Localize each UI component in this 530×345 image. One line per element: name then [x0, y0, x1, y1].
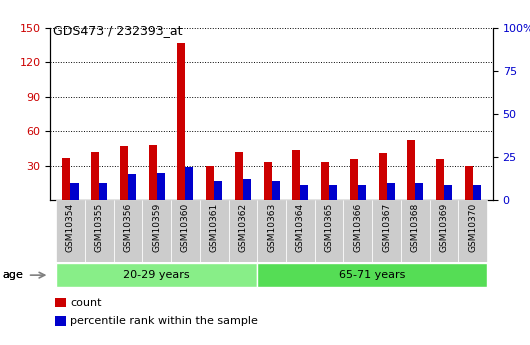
- Bar: [257, 200, 286, 262]
- Bar: [99, 183, 107, 200]
- Bar: [465, 166, 473, 200]
- Text: GSM10359: GSM10359: [152, 203, 161, 253]
- Bar: [128, 174, 136, 200]
- Bar: [301, 185, 308, 200]
- Text: percentile rank within the sample: percentile rank within the sample: [70, 316, 258, 326]
- Text: age: age: [3, 270, 23, 280]
- Bar: [473, 185, 481, 200]
- Bar: [350, 159, 358, 200]
- Text: GDS473 / 232393_at: GDS473 / 232393_at: [53, 24, 182, 37]
- Bar: [228, 200, 257, 262]
- Bar: [148, 145, 157, 200]
- Text: GSM10368: GSM10368: [411, 203, 420, 253]
- Bar: [63, 158, 70, 200]
- Text: GSM10360: GSM10360: [181, 203, 190, 253]
- Text: GSM10363: GSM10363: [267, 203, 276, 253]
- Text: GSM10354: GSM10354: [66, 203, 75, 252]
- Text: 20-29 years: 20-29 years: [123, 270, 190, 280]
- Bar: [200, 200, 228, 262]
- Bar: [378, 153, 386, 200]
- Bar: [401, 200, 430, 262]
- Text: GSM10361: GSM10361: [210, 203, 219, 253]
- Text: GSM10362: GSM10362: [238, 203, 248, 252]
- Bar: [343, 200, 372, 262]
- Bar: [430, 200, 458, 262]
- Text: GSM10356: GSM10356: [123, 203, 132, 253]
- Bar: [157, 172, 165, 200]
- Text: GSM10364: GSM10364: [296, 203, 305, 252]
- Bar: [120, 146, 128, 200]
- Text: GSM10365: GSM10365: [324, 203, 333, 253]
- Bar: [56, 200, 85, 262]
- Bar: [143, 200, 171, 262]
- Bar: [85, 200, 113, 262]
- Text: age: age: [3, 270, 23, 280]
- Bar: [372, 200, 401, 262]
- Bar: [56, 264, 257, 287]
- Bar: [235, 152, 243, 200]
- Bar: [458, 200, 487, 262]
- Bar: [444, 185, 452, 200]
- Bar: [407, 140, 416, 200]
- Bar: [416, 183, 423, 200]
- Text: GSM10367: GSM10367: [382, 203, 391, 253]
- Bar: [358, 185, 366, 200]
- Text: GSM10355: GSM10355: [95, 203, 104, 253]
- Bar: [263, 162, 272, 200]
- Bar: [178, 42, 186, 200]
- Bar: [55, 298, 66, 307]
- Bar: [243, 179, 251, 200]
- Text: count: count: [70, 298, 102, 308]
- Bar: [386, 183, 395, 200]
- Bar: [70, 183, 78, 200]
- Bar: [214, 181, 222, 200]
- Bar: [436, 159, 444, 200]
- Bar: [257, 264, 487, 287]
- Bar: [55, 316, 66, 326]
- Bar: [293, 149, 301, 200]
- Bar: [91, 152, 99, 200]
- Bar: [113, 200, 143, 262]
- Bar: [329, 185, 337, 200]
- Text: GSM10366: GSM10366: [354, 203, 363, 253]
- Text: GSM10369: GSM10369: [439, 203, 448, 253]
- Bar: [206, 166, 214, 200]
- Bar: [171, 200, 200, 262]
- Text: 65-71 years: 65-71 years: [339, 270, 405, 280]
- Bar: [315, 200, 343, 262]
- Text: GSM10370: GSM10370: [469, 203, 478, 253]
- Bar: [186, 167, 193, 200]
- Bar: [286, 200, 315, 262]
- Bar: [271, 181, 280, 200]
- Bar: [321, 162, 329, 200]
